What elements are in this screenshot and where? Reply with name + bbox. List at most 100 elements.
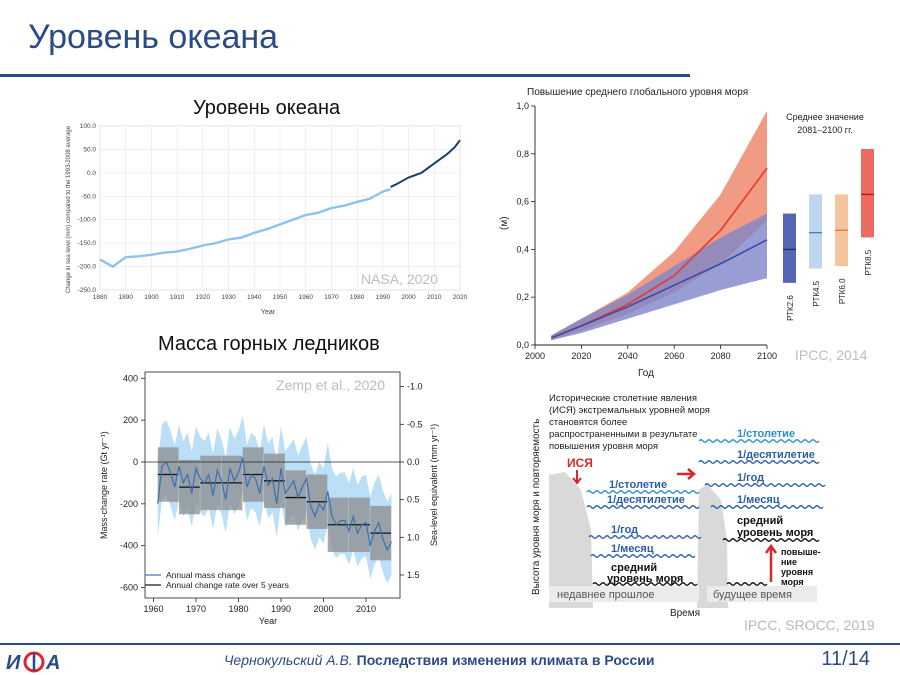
nasa-y-tick-label: -100.0 [78,217,97,224]
nasa-x-tick-label: 1970 [324,294,339,301]
glaciers-heading: Масса горных ледников [158,333,380,355]
projection-bar-label: РТК6.0 [838,278,847,304]
left-level-3: 1/год [611,524,638,536]
svg-text:И: И [6,652,21,674]
sea-level-heading: Уровень океана [193,97,341,119]
left-mean-2: уровень моря [607,573,683,585]
glacier-right-tick-label: -0.5 [407,419,423,429]
right-cliff [697,484,728,608]
legend-annual-mass-change: Annual mass change [166,570,246,580]
right-wave-past-mean [726,582,768,586]
nasa-y-tick-label: -250.0 [78,287,97,294]
diagram-caption-1: Исторические столетние явления [549,393,697,404]
projection-y-tick-label: 0,2 [516,292,529,302]
glacier-y-tick-label: 200 [123,415,138,425]
projection-range-bar [809,194,822,269]
glacier-y-tick-label: 400 [123,373,138,383]
page-number: 11/14 [821,648,870,670]
left-level-2: 1/десятилетие [607,494,685,506]
nasa-y-tick-label: 100.0 [80,123,97,130]
diagram-caption-4: распространенными в результате [549,429,697,440]
diagram-caption-2: (ИСЯ) экстремальных уровней моря [549,405,710,416]
projection-x-tick-label: 2000 [525,351,545,361]
glacier-legend: Annual mass change Annual change rate ov… [145,570,289,590]
projection-x-tick-label: 2040 [618,351,638,361]
nasa-y-axis-label: Change in sea level (mm) compared to the… [66,125,72,293]
nasa-sea-level-chart: 100.0 50.0 0.0 -50.0 -100.0 -150.0 -200.0 -250.… [66,123,468,316]
nasa-x-tick-label: 1890 [118,294,133,301]
glacier-right-tick-label: 0.0 [407,457,420,467]
nasa-x-tick-label: 1990 [376,294,391,301]
bars-title-line2: 2081–2100 гг. [797,125,853,135]
glacier-x-tick-label: 1960 [143,604,163,614]
nasa-x-tick-label: 1910 [170,294,185,301]
projection-x-axis-label: Год [638,368,654,379]
nasa-x-tick-label: 2010 [427,294,442,301]
ifa-logo: И А [6,651,60,674]
left-wave-century [586,490,700,494]
projection-title: Повышение среднего глобального уровня мо… [527,86,748,98]
rcp26-mean-line [550,239,768,339]
right-wave-century [698,439,820,443]
glacier-credit: Zemp et al., 2020 [276,377,385,393]
glacier-x-tick-label: 1980 [228,604,248,614]
right-wave-decade [698,460,820,464]
rise-arrow [764,543,778,582]
footer-text: Чернокульский А.В. Последствия изменения… [224,652,654,668]
nasa-x-tick-label: 2020 [453,294,468,301]
nasa-x-axis-label: Year [261,309,276,316]
title-divider [0,74,690,77]
rcp26-uncertainty-band [551,213,767,341]
glacier-annual-line [157,457,393,552]
ise-arrow [572,470,582,485]
nasa-tide-gauge-line [99,188,391,268]
glacier-plot-frame [144,371,401,599]
glacier-right-tick-label: 1.0 [407,532,420,542]
bars-title-line1: Среднее значение [786,112,864,122]
glacier-y-axis-label: Mass-change rate (Gt yr⁻¹) [99,431,109,539]
right-mean-2: уровень моря [737,527,813,539]
footer-author: Чернокульский А.В. [224,652,353,668]
nasa-y-tick-label: 0.0 [87,170,96,177]
glacier-y-tick-label: -600 [120,583,138,593]
page-title: Уровень океана [28,18,279,56]
left-level-1: 1/столетие [609,479,667,491]
rise-label-4: моря [781,577,804,587]
left-mean-1: средний [611,562,657,574]
glacier-y-tick-label: 0 [133,457,138,467]
future-arrow [677,468,696,480]
footer-divider [0,643,900,645]
svg-text:А: А [45,652,60,674]
glacier-right-tick-label: 1.5 [407,570,420,580]
projection-x-tick-label: 2080 [711,351,731,361]
projection-bar-label: РТК4.5 [812,280,821,306]
right-level-4: 1/месяц [737,494,780,506]
rise-label-1: повыше- [781,547,821,557]
extremes-credit: IPCC, SROCC, 2019 [744,617,875,633]
projection-y-tick-label: 0,4 [516,244,529,254]
nasa-x-tick-label: 1940 [247,294,262,301]
legend-5yr-rate: Annual change rate over 5 years [166,580,289,590]
glacier-x-tick-label: 1990 [271,604,291,614]
extremes-diagram: Исторические столетние явления (ИСЯ) экс… [531,393,826,618]
footer-talk-title: Последствия изменения климата в России [356,652,655,668]
diagram-caption-5: повышения уровня моря [549,441,658,452]
nasa-x-tick-label: 1880 [93,294,108,301]
nasa-y-tick-label: -150.0 [78,240,97,247]
glacier-x-tick-label: 1970 [186,604,206,614]
rise-label-3: уровня [781,567,813,577]
nasa-y-tick-label: -200.0 [78,264,97,271]
right-label-bg [707,586,817,602]
projection-bar-label: РТК2.6 [786,295,795,321]
right-level-1: 1/столетие [737,428,795,440]
right-panel-label: будущее время [713,589,792,601]
glacier-y-tick-label: -200 [120,499,138,509]
left-cliff [549,472,593,608]
nasa-x-tick-label: 1930 [221,294,236,301]
glacier-x-axis-label: Year [259,616,277,626]
nasa-x-tick-label: 2000 [401,294,416,301]
right-level-3: 1/год [737,472,764,484]
glacier-right-tick-label: -1.0 [407,382,423,392]
ipcc-projection-chart: Повышение среднего глобального уровня мо… [499,86,874,379]
